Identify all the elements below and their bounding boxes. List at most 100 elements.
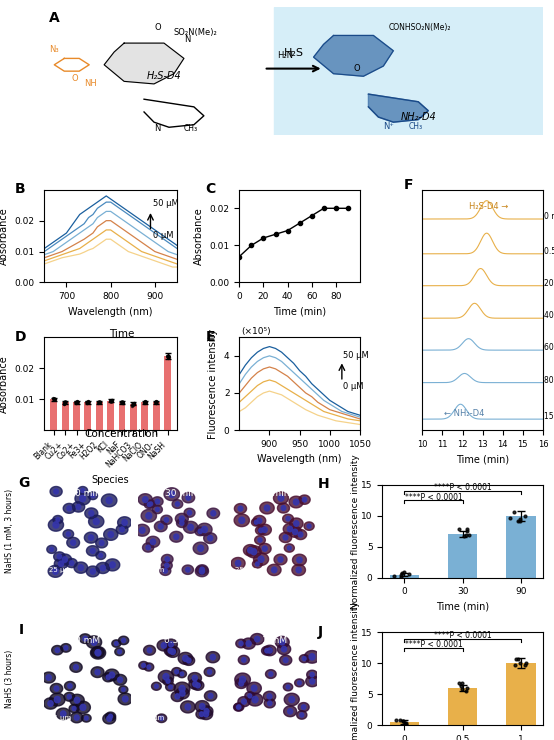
Polygon shape xyxy=(74,665,78,670)
Polygon shape xyxy=(239,642,243,646)
Polygon shape xyxy=(176,687,189,699)
Polygon shape xyxy=(255,536,265,545)
Polygon shape xyxy=(100,565,105,571)
Polygon shape xyxy=(252,696,258,703)
Point xyxy=(140,397,149,408)
Polygon shape xyxy=(278,644,291,655)
Polygon shape xyxy=(199,709,213,719)
Polygon shape xyxy=(239,681,244,686)
Polygon shape xyxy=(234,514,249,527)
Text: Concentration: Concentration xyxy=(85,428,159,439)
Point xyxy=(118,397,127,409)
Point xyxy=(151,396,160,408)
Point xyxy=(398,716,407,727)
Point xyxy=(49,393,58,405)
Text: 25 μm: 25 μm xyxy=(142,567,164,573)
Polygon shape xyxy=(50,548,54,551)
Polygon shape xyxy=(293,554,306,565)
Polygon shape xyxy=(75,702,90,713)
Point xyxy=(505,512,514,524)
Polygon shape xyxy=(254,520,258,524)
Polygon shape xyxy=(203,711,208,717)
Polygon shape xyxy=(150,539,156,545)
Polygon shape xyxy=(294,499,299,505)
Polygon shape xyxy=(186,495,191,500)
Polygon shape xyxy=(103,713,116,724)
Polygon shape xyxy=(57,554,61,559)
Polygon shape xyxy=(234,703,244,711)
Polygon shape xyxy=(63,503,75,514)
Bar xyxy=(107,400,114,430)
Point xyxy=(117,396,126,408)
Polygon shape xyxy=(258,556,264,562)
Polygon shape xyxy=(156,714,167,722)
Polygon shape xyxy=(292,565,305,576)
Polygon shape xyxy=(289,526,302,537)
Polygon shape xyxy=(147,665,151,669)
Text: 25 μm: 25 μm xyxy=(49,715,71,721)
Polygon shape xyxy=(105,712,116,721)
Polygon shape xyxy=(283,535,288,540)
Polygon shape xyxy=(268,701,272,705)
Polygon shape xyxy=(279,532,292,542)
Point xyxy=(152,397,161,408)
Polygon shape xyxy=(147,648,152,653)
Point xyxy=(163,350,172,362)
Polygon shape xyxy=(307,524,311,528)
Polygon shape xyxy=(280,655,292,665)
Point xyxy=(84,397,93,408)
Text: H: H xyxy=(318,477,330,491)
Point xyxy=(71,397,80,409)
Polygon shape xyxy=(260,502,274,514)
Point xyxy=(117,397,126,408)
Polygon shape xyxy=(81,714,91,722)
Polygon shape xyxy=(44,698,58,709)
Polygon shape xyxy=(183,656,188,662)
Polygon shape xyxy=(310,679,315,684)
Polygon shape xyxy=(168,685,172,689)
Polygon shape xyxy=(182,565,193,574)
Point xyxy=(463,523,472,535)
Polygon shape xyxy=(310,673,314,677)
Polygon shape xyxy=(196,683,200,688)
Polygon shape xyxy=(255,526,266,535)
Text: O: O xyxy=(353,64,360,73)
Polygon shape xyxy=(255,562,259,566)
Point xyxy=(61,396,70,408)
Polygon shape xyxy=(247,545,261,558)
Polygon shape xyxy=(165,639,177,650)
Polygon shape xyxy=(238,506,243,511)
Polygon shape xyxy=(234,703,243,711)
Polygon shape xyxy=(143,645,156,655)
Point xyxy=(117,397,126,408)
Polygon shape xyxy=(274,492,289,504)
Polygon shape xyxy=(116,525,128,534)
Text: 80 min: 80 min xyxy=(544,376,554,385)
Polygon shape xyxy=(261,646,272,655)
Polygon shape xyxy=(237,705,240,709)
Polygon shape xyxy=(242,638,255,649)
Polygon shape xyxy=(235,679,247,688)
Text: N₃: N₃ xyxy=(49,45,59,54)
Polygon shape xyxy=(242,699,247,704)
Y-axis label: Fluorescence intensity: Fluorescence intensity xyxy=(208,329,218,439)
Polygon shape xyxy=(172,500,183,508)
Polygon shape xyxy=(248,548,253,553)
Point xyxy=(49,392,58,404)
Polygon shape xyxy=(188,673,202,684)
Polygon shape xyxy=(302,497,307,502)
Polygon shape xyxy=(243,545,257,556)
Polygon shape xyxy=(158,670,174,683)
Polygon shape xyxy=(187,658,191,663)
X-axis label: Time (min): Time (min) xyxy=(436,602,489,612)
Polygon shape xyxy=(83,636,88,641)
Polygon shape xyxy=(169,491,175,497)
Polygon shape xyxy=(50,684,63,693)
Text: 1 mM: 1 mM xyxy=(261,636,286,645)
Polygon shape xyxy=(207,508,219,519)
Point xyxy=(152,396,161,408)
Point xyxy=(129,398,137,410)
Polygon shape xyxy=(91,647,104,658)
Polygon shape xyxy=(245,692,255,700)
Polygon shape xyxy=(180,521,184,525)
